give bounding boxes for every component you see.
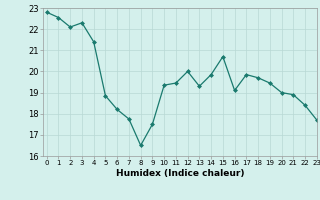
X-axis label: Humidex (Indice chaleur): Humidex (Indice chaleur) <box>116 169 244 178</box>
